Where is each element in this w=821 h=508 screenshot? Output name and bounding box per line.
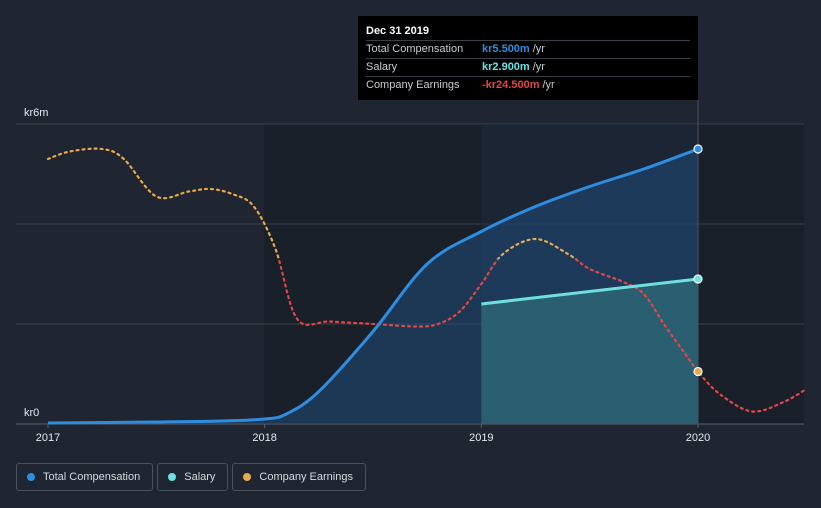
tooltip-date: Dec 31 2019: [366, 25, 429, 37]
legend-dot-icon: [27, 473, 35, 481]
x-tick-label: 2019: [469, 432, 493, 444]
tooltip-row-unit: /yr: [532, 61, 545, 73]
salary-marker: [693, 274, 703, 284]
series-lines: [46, 147, 808, 425]
company-earnings-marker: [693, 366, 703, 377]
legend-item-company-earnings[interactable]: Company Earnings: [232, 463, 366, 491]
tooltip-row-value: kr5.500m: [482, 43, 530, 55]
hover-tooltip: Dec 31 2019 Total Compensation kr5.500m …: [358, 16, 698, 100]
tooltip-row-unit: /yr: [542, 79, 555, 91]
legend-dot-icon: [168, 473, 177, 481]
x-axis: 2017 2018 2019 2020: [36, 424, 710, 444]
y-tick-label-min: kr0: [24, 407, 39, 419]
chart-legend: Total Compensation Salary Company Earnin…: [16, 463, 366, 491]
company-earnings-line-positive: [46, 147, 578, 259]
tooltip-row-value: -kr24.500m: [482, 79, 540, 91]
y-tick-label-max: kr6m: [24, 107, 48, 119]
tooltip-row-label: Salary: [366, 61, 398, 73]
total-compensation-line: [47, 147, 699, 425]
legend-label: Total Compensation: [43, 471, 141, 483]
tooltip-row-salary: Salary kr2.900m /yr: [366, 58, 690, 76]
tooltip-row-company-earnings: Company Earnings -kr24.500m /yr: [366, 76, 690, 94]
tooltip-row-total-compensation: Total Compensation kr5.500m /yr: [366, 40, 690, 58]
tooltip-row-value: kr2.900m: [482, 61, 530, 73]
series-markers: [693, 100, 703, 424]
legend-label: Company Earnings: [259, 471, 353, 483]
legend-dot-icon: [243, 473, 252, 481]
legend-item-total-compensation[interactable]: Total Compensation: [16, 463, 154, 491]
x-tick-label: 2017: [36, 432, 60, 444]
legend-item-salary[interactable]: Salary: [157, 463, 229, 491]
x-tick-label: 2020: [686, 432, 710, 444]
x-tick-label: 2018: [252, 432, 276, 444]
legend-label: Salary: [184, 471, 216, 483]
total-compensation-marker: [693, 144, 703, 154]
tooltip-row-unit: /yr: [532, 43, 545, 55]
salary-area: [481, 279, 698, 424]
tooltip-row-label: Total Compensation: [366, 43, 464, 55]
series-areas: [48, 124, 698, 424]
tooltip-row-label: Company Earnings: [366, 79, 460, 91]
y-axis: kr6m kr0: [24, 107, 48, 419]
salary-line: [481, 277, 699, 306]
